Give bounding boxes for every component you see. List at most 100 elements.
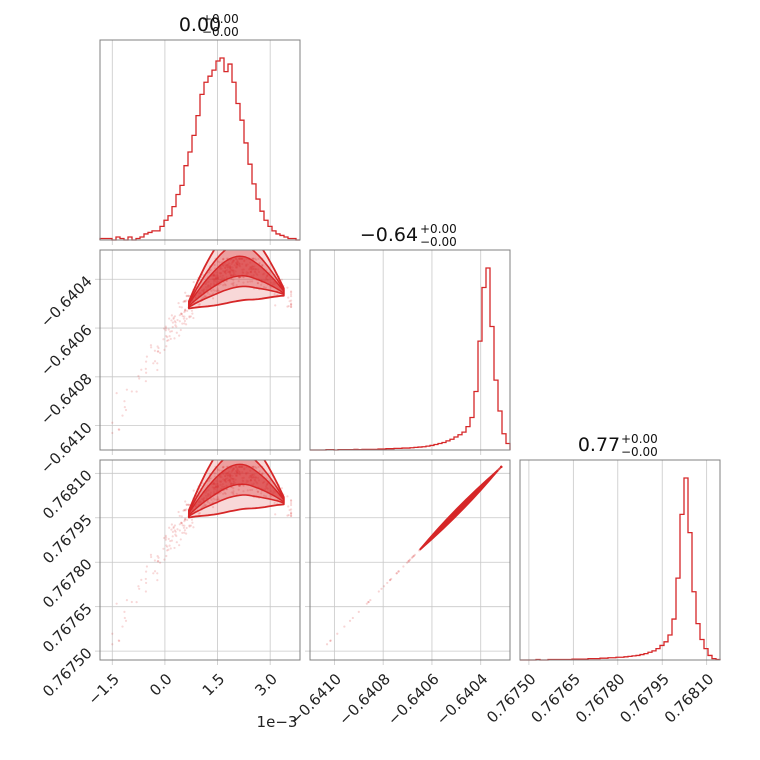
sample-point [289,293,293,296]
grid-lines [305,460,510,665]
sample-point [150,555,153,559]
sample-point [500,465,503,468]
sample-point [289,302,293,305]
sample-point [498,467,501,470]
sample-point [380,587,383,590]
sample-point [222,257,225,261]
sample-point [216,260,220,263]
sample-point [223,283,226,286]
sample-point [149,344,153,347]
sample-point [183,300,186,303]
sample-point [184,500,187,503]
panel-frame [519,459,721,661]
sample-point [264,495,268,498]
y-tick-label: −0.6404 [37,272,96,331]
sample-point [168,526,171,529]
sample-point [221,466,224,469]
sample-point [121,625,124,628]
y-tick-label: −0.6410 [37,419,96,478]
sample-point [121,414,124,417]
sample-point [183,319,187,323]
sample-point [260,472,263,475]
grid-lines [528,460,708,665]
sample-point [204,503,208,507]
sample-point [140,368,143,371]
sample-point [178,334,181,337]
sample-point [180,521,183,524]
sample-point [289,503,293,507]
sample-point [191,312,194,315]
sample-point [289,299,293,302]
density-contour-level-1 [188,250,285,308]
sample-point [173,315,177,318]
sample-point [237,280,240,283]
sample-point [162,338,165,341]
sample-point [170,330,174,333]
sample-point [124,408,128,412]
sample-point [377,590,380,593]
title-param-0: 0.00 [179,14,221,36]
sample-point [123,400,126,403]
sample-point [184,309,187,312]
sample-point [115,392,118,395]
sample-point [185,317,188,320]
density-contour-level-2 [419,469,499,551]
sample-point [230,282,233,286]
sample-point [156,560,159,563]
sample-point [260,283,263,286]
panel-titles: 0.00 +0.00 −0.00 −0.64 +0.00 −0.00 0.77 … [179,12,658,459]
sample-point [156,345,159,348]
sample-point [188,315,191,318]
sample-point [189,315,193,318]
sample-point [221,258,224,261]
sample-point [174,324,177,327]
sample-points [111,460,293,646]
sample-point [246,489,249,492]
sample-point [188,524,191,527]
sample-point [190,518,194,521]
sample-point [395,572,398,575]
sample-point [163,327,166,330]
sample-point [224,284,227,287]
sample-point [184,518,187,521]
sample-point [130,600,133,604]
sample-point [167,537,170,541]
sample-point [261,472,264,475]
sample-point [156,350,159,353]
sample-point [325,643,329,646]
sample-point [289,295,293,298]
title-param-1-minus: −0.00 [420,235,457,249]
sample-point [168,544,171,547]
sample-point [343,625,346,628]
sample-point [232,493,235,496]
sample-point [177,510,180,514]
sample-point [287,296,290,299]
sample-point [289,291,293,294]
sample-point [145,565,149,568]
sample-point [157,560,160,563]
sample-point [252,257,255,260]
sample-point [500,465,503,468]
sample-point [158,561,162,564]
sample-point [158,351,162,354]
sample-point [336,632,339,635]
sample-point [230,491,233,494]
x-tick-label: −1.5 [85,670,123,708]
sample-point [232,490,235,493]
scatter-panel-param0-param2 [95,459,301,665]
sample-point [174,321,177,324]
sample-point [212,501,215,504]
sample-point [124,619,128,622]
sample-point [111,643,114,646]
sample-point [397,570,400,573]
sample-point [178,305,181,309]
sample-point [418,549,421,552]
sample-point [497,468,500,471]
sample-point [166,339,169,342]
sample-point [140,578,143,581]
sample-point [286,305,289,308]
sample-point [389,578,392,581]
sample-point [252,465,255,468]
sample-point [174,533,177,536]
